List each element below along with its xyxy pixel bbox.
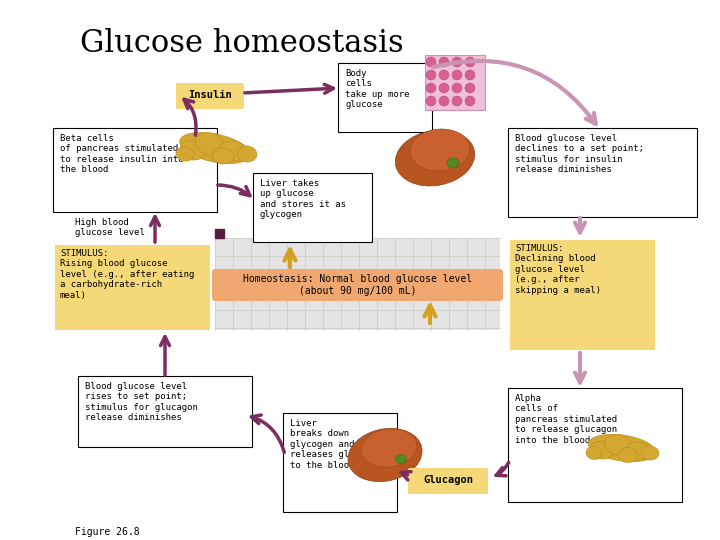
Ellipse shape: [426, 57, 436, 67]
Ellipse shape: [465, 70, 475, 80]
Text: STIMULUS:
Declining blood
glucose level
(e.g., after
skipping a meal): STIMULUS: Declining blood glucose level …: [515, 244, 601, 295]
Text: Blood glucose level
rises to set point;
stimulus for glucagon
release diminishes: Blood glucose level rises to set point; …: [85, 382, 198, 422]
FancyBboxPatch shape: [508, 388, 682, 502]
Text: Beta cells
of pancreas stimulated
to release insulin into
the blood: Beta cells of pancreas stimulated to rel…: [60, 134, 184, 174]
Ellipse shape: [452, 96, 462, 106]
Ellipse shape: [452, 57, 462, 67]
Ellipse shape: [586, 447, 602, 460]
Ellipse shape: [180, 140, 206, 160]
Ellipse shape: [348, 428, 422, 482]
Text: Figure 26.8: Figure 26.8: [75, 527, 140, 537]
Ellipse shape: [180, 132, 251, 164]
Bar: [215, 229, 224, 238]
FancyBboxPatch shape: [212, 269, 503, 301]
FancyBboxPatch shape: [215, 238, 500, 330]
Text: Body
cells
take up more
glucose: Body cells take up more glucose: [345, 69, 410, 109]
Text: High blood
glucose level: High blood glucose level: [75, 218, 145, 238]
Ellipse shape: [176, 147, 194, 161]
FancyBboxPatch shape: [425, 55, 485, 110]
Ellipse shape: [447, 158, 459, 168]
FancyBboxPatch shape: [508, 128, 697, 217]
Ellipse shape: [465, 96, 475, 106]
Ellipse shape: [361, 429, 417, 467]
Text: Liver
breaks down
glycogen and
releases glucose
to the blood: Liver breaks down glycogen and releases …: [290, 419, 376, 470]
FancyBboxPatch shape: [253, 173, 372, 242]
Text: Homeostasis: Normal blood glucose level
(about 90 mg/100 mL): Homeostasis: Normal blood glucose level …: [243, 274, 472, 296]
Ellipse shape: [219, 141, 247, 161]
Ellipse shape: [439, 83, 449, 93]
Ellipse shape: [465, 83, 475, 93]
Text: STIMULUS:
Rising blood glucose
level (e.g., after eating
a carbohydrate-rich
mea: STIMULUS: Rising blood glucose level (e.…: [60, 249, 194, 300]
Ellipse shape: [625, 442, 651, 460]
Ellipse shape: [604, 435, 632, 455]
Ellipse shape: [410, 129, 470, 171]
Ellipse shape: [237, 146, 257, 162]
FancyBboxPatch shape: [510, 240, 655, 350]
FancyBboxPatch shape: [283, 413, 397, 512]
Ellipse shape: [395, 455, 407, 463]
FancyBboxPatch shape: [176, 83, 244, 109]
Ellipse shape: [588, 434, 656, 462]
Ellipse shape: [395, 130, 474, 186]
Text: Blood glucose level
declines to a set point;
stimulus for insulin
release dimini: Blood glucose level declines to a set po…: [515, 134, 644, 174]
FancyBboxPatch shape: [338, 63, 432, 132]
FancyBboxPatch shape: [78, 376, 252, 447]
Ellipse shape: [452, 70, 462, 80]
Ellipse shape: [439, 57, 449, 67]
Ellipse shape: [465, 57, 475, 67]
Text: Alpha
cells of
pancreas stimulated
to release glucagon
into the blood: Alpha cells of pancreas stimulated to re…: [515, 394, 617, 444]
Ellipse shape: [195, 133, 225, 156]
Ellipse shape: [212, 148, 234, 164]
Text: Insulin: Insulin: [188, 90, 232, 100]
Ellipse shape: [590, 441, 614, 459]
FancyBboxPatch shape: [55, 245, 210, 330]
Ellipse shape: [439, 70, 449, 80]
Ellipse shape: [439, 96, 449, 106]
Text: Glucose homeostasis: Glucose homeostasis: [80, 28, 404, 59]
Ellipse shape: [426, 70, 436, 80]
Ellipse shape: [618, 448, 638, 463]
FancyBboxPatch shape: [408, 468, 488, 494]
Ellipse shape: [641, 446, 659, 460]
Ellipse shape: [426, 96, 436, 106]
Text: Liver takes
up glucose
and stores it as
glycogen: Liver takes up glucose and stores it as …: [260, 179, 346, 219]
Ellipse shape: [452, 83, 462, 93]
Ellipse shape: [426, 83, 436, 93]
Text: Glucagon: Glucagon: [423, 475, 473, 485]
FancyBboxPatch shape: [53, 128, 217, 212]
